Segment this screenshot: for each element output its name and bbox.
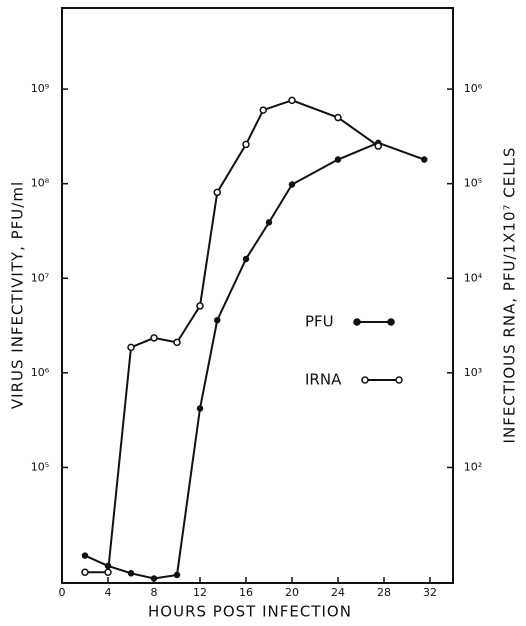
data-point bbox=[127, 570, 135, 577]
data-point bbox=[196, 405, 204, 412]
legend-marker bbox=[395, 376, 403, 384]
data-point bbox=[334, 113, 342, 122]
series-line bbox=[85, 99, 379, 574]
data-point bbox=[196, 302, 204, 310]
y-axis-label: VIRUS INFECTIVITY, PFU/ml bbox=[9, 181, 27, 409]
y2-tick-label: 10³ bbox=[464, 366, 482, 379]
legend-label: IRNA bbox=[305, 371, 342, 389]
data-point bbox=[173, 338, 181, 347]
x-tick-label: 0 bbox=[59, 586, 66, 599]
y2-axis-label: INFECTIOUS RNA, PFU/1X10⁷ CELLS bbox=[501, 147, 519, 444]
legend-label: PFU bbox=[305, 313, 334, 331]
x-tick-label: 12 bbox=[193, 586, 207, 599]
data-point bbox=[127, 343, 135, 352]
x-tick-label: 20 bbox=[285, 586, 299, 599]
y-tick-label: 10⁶ bbox=[31, 366, 50, 379]
data-point bbox=[288, 96, 296, 105]
data-point bbox=[150, 334, 158, 342]
legend-marker bbox=[387, 318, 395, 326]
data-point bbox=[242, 255, 250, 263]
plot-frame bbox=[61, 7, 454, 584]
y2-tick-label: 10⁶ bbox=[464, 82, 483, 95]
x-axis-label: HOURS POST INFECTION bbox=[148, 603, 352, 621]
x-tick-label: 4 bbox=[105, 586, 112, 599]
x-tick-label: 32 bbox=[423, 586, 437, 599]
y-tick-label: 10⁷ bbox=[31, 271, 49, 284]
legend-marker bbox=[353, 318, 361, 326]
y2-tick-label: 10⁵ bbox=[464, 177, 482, 190]
y-tick-label: 10⁸ bbox=[31, 177, 50, 190]
x-tick-label: 16 bbox=[239, 586, 253, 599]
data-point bbox=[150, 575, 158, 582]
data-point bbox=[104, 568, 112, 576]
data-point bbox=[81, 552, 89, 559]
data-point bbox=[265, 219, 273, 226]
data-point bbox=[421, 156, 428, 163]
data-point bbox=[81, 568, 89, 576]
data-point bbox=[288, 181, 296, 188]
data-point bbox=[173, 571, 181, 579]
y-tick-label: 10⁵ bbox=[31, 460, 49, 473]
x-tick-label: 8 bbox=[151, 586, 158, 599]
data-point bbox=[213, 188, 221, 197]
data-point bbox=[242, 140, 250, 149]
data-point bbox=[214, 316, 221, 324]
y-tick-label: 10⁹ bbox=[31, 82, 49, 95]
x-tick-label: 28 bbox=[377, 586, 391, 599]
legend-marker bbox=[361, 376, 369, 384]
data-point bbox=[374, 142, 382, 150]
data-point bbox=[334, 156, 342, 163]
x-tick-label: 24 bbox=[331, 586, 345, 599]
data-point bbox=[259, 106, 267, 114]
y2-tick-label: 10² bbox=[464, 460, 482, 473]
series-line bbox=[84, 141, 425, 580]
y2-tick-label: 10⁴ bbox=[464, 271, 483, 284]
